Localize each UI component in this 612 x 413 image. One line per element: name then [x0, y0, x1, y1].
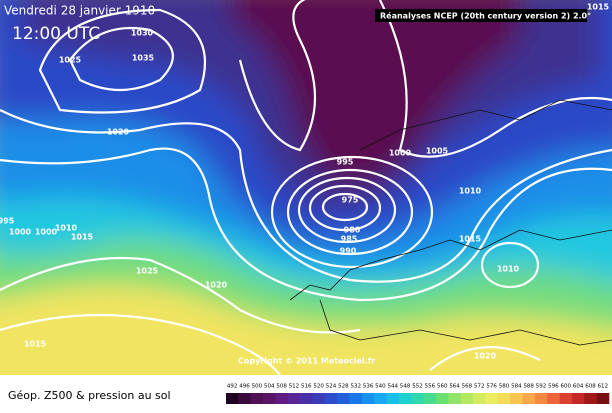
color-swatch [596, 393, 610, 404]
color-swatch [361, 393, 375, 404]
isobar-label: 1035 [132, 54, 155, 63]
color-swatch [547, 393, 560, 404]
isobar-label: 980 [344, 226, 361, 235]
copyright: Copyright © 2011 Meteociel.fr [238, 357, 375, 366]
color-swatch [485, 393, 499, 404]
isobar-label: 1010 [497, 265, 520, 274]
isobar-label: 1010 [459, 187, 482, 196]
scale-label: 512 [289, 384, 300, 390]
scale-label: 548 [400, 384, 411, 390]
color-swatch [349, 393, 363, 404]
color-swatch [250, 393, 264, 404]
scale-label: 604 [573, 384, 584, 390]
scale-label: 568 [462, 384, 473, 390]
isobar-label: 1020 [107, 128, 130, 137]
scale-label: 516 [301, 384, 312, 390]
isobar-label: 1020 [205, 281, 228, 290]
map-title: Vendredi 28 janvier 1910 [4, 4, 155, 18]
scale-label: 560 [437, 384, 448, 390]
scale-label: 592 [536, 384, 547, 390]
scale-label: 564 [449, 384, 460, 390]
color-swatch [386, 393, 400, 404]
color-swatch [312, 393, 326, 404]
scale-label: 544 [388, 384, 399, 390]
isobar-label: 1020 [474, 352, 497, 361]
color-swatch [411, 393, 424, 404]
color-swatch [374, 393, 387, 404]
color-swatch [324, 393, 338, 404]
scale-label: 588 [523, 384, 534, 390]
scale-label: 612 [598, 384, 609, 390]
scale-label: 504 [264, 384, 275, 390]
isobar-label: 985 [341, 235, 358, 244]
color-swatch [300, 393, 313, 404]
source-box [375, 9, 587, 22]
isobar-label: 990 [340, 247, 357, 256]
isobar-label: 995 [337, 158, 354, 167]
isobar-label: 1015 [459, 235, 482, 244]
isobar-label: 1015 [587, 3, 610, 12]
color-swatch [448, 393, 462, 404]
scale-label: 552 [412, 384, 423, 390]
map-time: 12:00 UTC [12, 24, 100, 44]
isobar-label: 1010 [55, 224, 78, 233]
color-bar: 492 496 500 504 508 512 516 520 524 528 532 536 540 5… [226, 384, 610, 404]
isobar-label: 1005 [426, 147, 449, 156]
scale-label: 520 [313, 384, 324, 390]
color-swatch [226, 393, 239, 404]
color-swatch [436, 393, 449, 404]
isobar-label: 1025 [136, 267, 159, 276]
color-swatch [571, 393, 585, 404]
scale-label: 576 [486, 384, 497, 390]
scale-label: 580 [499, 384, 510, 390]
scale-label: 496 [239, 384, 250, 390]
scale-label: 500 [252, 384, 263, 390]
scale-label: 572 [474, 384, 485, 390]
scale-label: 536 [363, 384, 374, 390]
scale-label: 508 [276, 384, 287, 390]
color-swatch [263, 393, 276, 404]
isobars [0, 0, 612, 375]
isobar-label: 975 [342, 196, 359, 205]
geopotential-field [0, 0, 612, 375]
source: Réanalyses NCEP (20th century version 2)… [380, 11, 591, 21]
color-swatch [522, 393, 536, 404]
scale-label: 524 [326, 384, 337, 390]
isobar-label: 995 [0, 217, 15, 226]
isobar-label: 1015 [24, 340, 47, 349]
color-swatch [275, 393, 289, 404]
isobar-label: 1000 [389, 149, 412, 158]
color-swatch [423, 393, 437, 404]
scale-label: 556 [425, 384, 436, 390]
isobar-label: 1000 [35, 228, 58, 237]
scale-label: 492 [227, 384, 238, 390]
isobar-label: 1030 [131, 29, 154, 38]
color-swatch [398, 393, 412, 404]
color-swatch [473, 393, 486, 404]
scale-label: 540 [375, 384, 386, 390]
isobar-label: 1000 [9, 228, 32, 237]
isobar-label: 1015 [71, 233, 94, 242]
color-swatch [337, 393, 350, 404]
legend-title: Géop. Z500 & pression au sol [8, 389, 171, 402]
color-swatch [584, 393, 597, 404]
isobar-label: 1025 [59, 56, 82, 65]
color-swatch [287, 393, 301, 404]
scale-label: 608 [585, 384, 596, 390]
color-swatch [238, 393, 252, 404]
coastlines [289, 99, 612, 346]
scale-label: 584 [511, 384, 522, 390]
color-swatch [534, 393, 548, 404]
scale-label: 532 [350, 384, 361, 390]
scale-label: 600 [561, 384, 572, 390]
color-swatch [497, 393, 511, 404]
scale-label: 528 [338, 384, 349, 390]
color-swatch [510, 393, 523, 404]
color-swatch [559, 393, 573, 404]
scale-label: 596 [548, 384, 559, 390]
color-swatch [460, 393, 474, 404]
